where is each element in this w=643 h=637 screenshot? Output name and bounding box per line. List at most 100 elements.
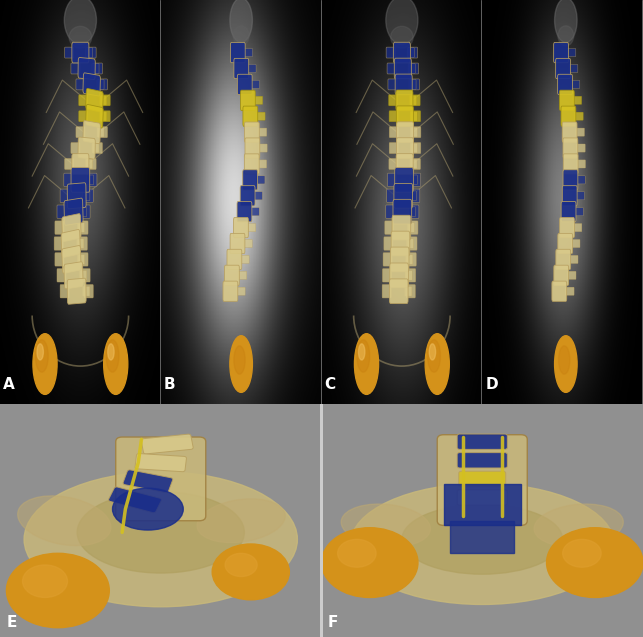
FancyBboxPatch shape <box>64 47 73 58</box>
Text: B: B <box>164 377 176 392</box>
FancyBboxPatch shape <box>57 205 66 218</box>
Ellipse shape <box>233 25 249 46</box>
FancyBboxPatch shape <box>233 217 248 238</box>
Circle shape <box>430 344 436 360</box>
FancyBboxPatch shape <box>556 249 570 269</box>
FancyBboxPatch shape <box>71 143 80 154</box>
Text: E: E <box>6 615 17 630</box>
Ellipse shape <box>350 483 614 605</box>
FancyBboxPatch shape <box>81 269 90 282</box>
Bar <box>444 483 521 526</box>
FancyBboxPatch shape <box>390 263 408 288</box>
FancyBboxPatch shape <box>567 48 576 57</box>
FancyBboxPatch shape <box>575 208 583 216</box>
FancyBboxPatch shape <box>390 247 409 272</box>
FancyBboxPatch shape <box>393 199 412 224</box>
FancyBboxPatch shape <box>86 175 94 185</box>
FancyBboxPatch shape <box>563 169 578 190</box>
FancyBboxPatch shape <box>569 64 578 73</box>
FancyBboxPatch shape <box>87 47 96 58</box>
FancyBboxPatch shape <box>64 173 73 187</box>
FancyBboxPatch shape <box>383 253 392 266</box>
FancyBboxPatch shape <box>386 47 395 58</box>
Circle shape <box>322 527 418 598</box>
FancyBboxPatch shape <box>562 122 577 142</box>
FancyBboxPatch shape <box>554 43 568 62</box>
Text: A: A <box>3 377 15 392</box>
FancyBboxPatch shape <box>60 285 69 298</box>
FancyBboxPatch shape <box>98 127 107 138</box>
FancyBboxPatch shape <box>101 111 110 122</box>
FancyBboxPatch shape <box>557 75 572 94</box>
FancyBboxPatch shape <box>87 159 96 169</box>
Circle shape <box>104 334 128 394</box>
FancyBboxPatch shape <box>88 173 97 187</box>
FancyBboxPatch shape <box>410 159 417 169</box>
FancyBboxPatch shape <box>86 89 104 112</box>
FancyBboxPatch shape <box>412 143 421 154</box>
Circle shape <box>428 340 440 372</box>
FancyBboxPatch shape <box>563 185 577 206</box>
FancyBboxPatch shape <box>257 176 265 184</box>
FancyBboxPatch shape <box>384 237 393 250</box>
Circle shape <box>359 344 365 360</box>
FancyBboxPatch shape <box>78 223 85 233</box>
FancyBboxPatch shape <box>409 80 416 89</box>
FancyBboxPatch shape <box>577 144 585 152</box>
Circle shape <box>230 336 252 392</box>
FancyBboxPatch shape <box>62 213 81 241</box>
FancyBboxPatch shape <box>457 434 507 449</box>
Circle shape <box>107 344 114 360</box>
Ellipse shape <box>402 505 563 574</box>
FancyBboxPatch shape <box>573 96 582 104</box>
FancyBboxPatch shape <box>251 208 259 216</box>
FancyBboxPatch shape <box>405 271 412 280</box>
Ellipse shape <box>386 0 418 45</box>
Ellipse shape <box>230 0 252 43</box>
FancyBboxPatch shape <box>406 255 413 264</box>
Circle shape <box>554 336 577 392</box>
FancyBboxPatch shape <box>392 215 411 240</box>
FancyBboxPatch shape <box>457 453 507 468</box>
Text: D: D <box>485 377 498 392</box>
Circle shape <box>212 544 289 600</box>
FancyBboxPatch shape <box>135 454 186 471</box>
FancyBboxPatch shape <box>92 143 99 153</box>
FancyBboxPatch shape <box>552 281 566 301</box>
FancyBboxPatch shape <box>410 191 417 201</box>
FancyBboxPatch shape <box>247 224 256 232</box>
Circle shape <box>354 334 379 394</box>
FancyBboxPatch shape <box>389 111 398 122</box>
FancyBboxPatch shape <box>84 285 93 298</box>
FancyBboxPatch shape <box>71 168 90 192</box>
FancyBboxPatch shape <box>406 269 415 282</box>
Text: F: F <box>328 615 338 630</box>
FancyBboxPatch shape <box>72 42 89 63</box>
FancyBboxPatch shape <box>78 255 85 264</box>
FancyBboxPatch shape <box>388 79 397 90</box>
FancyBboxPatch shape <box>92 64 99 73</box>
Circle shape <box>33 334 57 394</box>
FancyBboxPatch shape <box>406 285 415 298</box>
FancyBboxPatch shape <box>394 42 410 63</box>
FancyBboxPatch shape <box>93 63 102 74</box>
FancyBboxPatch shape <box>389 127 398 138</box>
FancyBboxPatch shape <box>84 189 93 203</box>
FancyBboxPatch shape <box>55 253 64 266</box>
FancyBboxPatch shape <box>240 90 255 110</box>
FancyBboxPatch shape <box>55 221 64 234</box>
FancyBboxPatch shape <box>388 173 397 187</box>
FancyBboxPatch shape <box>254 192 262 200</box>
FancyBboxPatch shape <box>412 111 421 122</box>
FancyBboxPatch shape <box>60 189 69 203</box>
FancyBboxPatch shape <box>407 253 416 266</box>
FancyBboxPatch shape <box>563 138 578 158</box>
FancyBboxPatch shape <box>388 95 397 106</box>
FancyBboxPatch shape <box>76 79 85 90</box>
FancyBboxPatch shape <box>97 127 104 137</box>
FancyBboxPatch shape <box>123 470 173 492</box>
FancyBboxPatch shape <box>240 185 255 206</box>
Ellipse shape <box>64 0 96 45</box>
FancyBboxPatch shape <box>577 176 585 184</box>
FancyBboxPatch shape <box>72 154 89 175</box>
